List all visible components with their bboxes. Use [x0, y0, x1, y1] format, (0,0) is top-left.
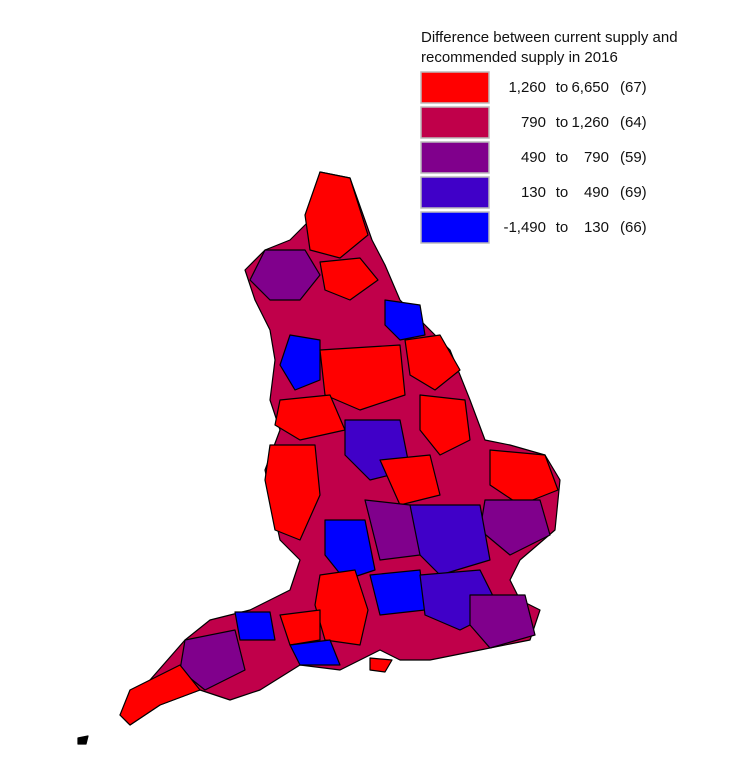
region: [384, 299, 426, 341]
legend-sep: to: [556, 149, 569, 166]
legend-from: -1,490: [503, 219, 546, 236]
region: [369, 657, 393, 673]
region: [319, 344, 406, 411]
legend-title: recommended supply in 2016: [421, 49, 618, 66]
region: [264, 444, 321, 541]
legend-count: (64): [620, 114, 647, 131]
legend-swatch: [420, 71, 490, 104]
legend-sep: to: [556, 219, 569, 236]
region: [364, 499, 421, 561]
legend-to: 6,650: [571, 79, 609, 96]
legend-count: (59): [620, 149, 647, 166]
legend-count: (67): [620, 79, 647, 96]
legend-from: 490: [521, 149, 546, 166]
legend-from: 1,260: [508, 79, 546, 96]
legend-swatch: [420, 211, 490, 244]
island: [77, 735, 89, 745]
region: [489, 449, 559, 506]
region: [469, 594, 536, 649]
legend-swatch: [420, 141, 490, 174]
legend-title: Difference between current supply and: [421, 29, 678, 46]
region: [304, 171, 369, 259]
legend-to: 130: [584, 219, 609, 236]
region: [279, 334, 321, 391]
legend-from: 790: [521, 114, 546, 131]
legend-sep: to: [556, 79, 569, 96]
legend-to: 790: [584, 149, 609, 166]
legend-to: 1,260: [571, 114, 609, 131]
region: [179, 629, 246, 691]
region: [249, 249, 321, 301]
region: [319, 257, 379, 301]
legend-to: 490: [584, 184, 609, 201]
region: [119, 664, 201, 726]
legend-count: (69): [620, 184, 647, 201]
region: [324, 519, 376, 581]
region: [379, 454, 441, 506]
legend-count: (66): [620, 219, 647, 236]
legend: Difference between current supply and re…: [420, 29, 678, 244]
region: [274, 394, 346, 441]
region: [314, 569, 369, 646]
legend-sep: to: [556, 184, 569, 201]
england-map: [77, 171, 561, 745]
legend-from: 130: [521, 184, 546, 201]
legend-sep: to: [556, 114, 569, 131]
region: [369, 569, 426, 616]
region: [404, 334, 461, 391]
legend-swatch: [420, 176, 490, 209]
region: [279, 609, 321, 646]
region: [289, 639, 341, 666]
legend-swatch: [420, 106, 490, 139]
region: [234, 611, 276, 641]
region: [419, 394, 471, 456]
